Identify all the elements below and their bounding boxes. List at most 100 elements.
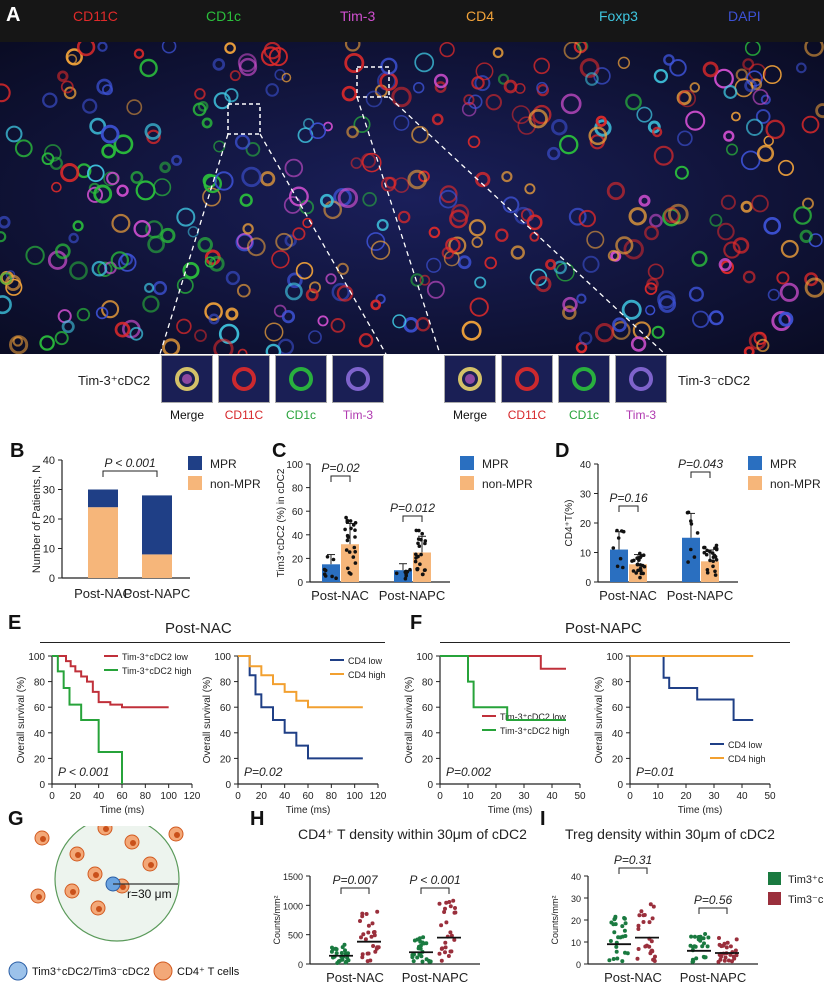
cell-mark [484, 256, 498, 270]
tcell-nucleus [96, 906, 102, 912]
cell-mark [415, 317, 431, 332]
panel-d-chart: 0 10 20 30 40 CD4⁺T(%) Post-NAC P=0.16 Post-NAPC… [564, 456, 821, 603]
km-curve [440, 655, 566, 721]
data-point [420, 531, 424, 536]
legend-swatch-non-mpr [188, 476, 202, 490]
p-value-label: P=0.043 [678, 457, 723, 471]
cell-mark [101, 300, 120, 319]
cell-mark [268, 47, 288, 67]
bar-mpr [394, 570, 412, 582]
data-point [414, 528, 419, 533]
data-point [428, 959, 433, 964]
cell-mark [130, 170, 144, 184]
data-point [703, 955, 708, 960]
data-point [616, 536, 621, 540]
p-value-label: P=0.012 [390, 501, 435, 515]
cell-mark [242, 223, 254, 235]
cell-mark [708, 310, 724, 326]
cell-mark [203, 174, 222, 194]
significance-bracket [698, 907, 728, 914]
cell-mark [501, 171, 513, 183]
panel-c-label: C [272, 440, 287, 462]
cell-mark [302, 217, 313, 229]
data-point [437, 951, 442, 956]
data-point [611, 957, 616, 961]
y-tick-label: 20 [34, 754, 46, 765]
data-point [372, 933, 377, 938]
data-point [353, 528, 357, 532]
data-point [717, 936, 721, 940]
cell-mark [426, 280, 445, 299]
cell-mark [237, 348, 248, 354]
data-point [689, 522, 694, 526]
significance-bracket [402, 515, 423, 522]
multiplex-fluorescence-image [0, 42, 824, 354]
y-axis-label: Counts/mm² [272, 895, 282, 944]
panel-i-label: I [540, 808, 546, 830]
crop-neg-tim3 [615, 355, 667, 403]
legend-label: Tim3⁺cDC2 [788, 874, 824, 886]
crop-pos-cd1c [275, 355, 327, 403]
cell-mark [651, 325, 665, 339]
x-axis-label: Time (ms) [286, 805, 331, 816]
data-point [343, 527, 347, 532]
data-point [420, 572, 425, 577]
data-point [614, 949, 619, 954]
channel-tim3: Tim-3 [340, 8, 376, 24]
data-point [685, 510, 690, 515]
data-point [691, 945, 695, 950]
data-point [352, 545, 357, 550]
y-tick-label: 30 [43, 485, 55, 497]
cell-mark [325, 273, 337, 285]
x-tick-label: 120 [184, 791, 201, 802]
cell-mark [176, 318, 192, 335]
data-point [422, 568, 427, 572]
data-point [619, 529, 624, 533]
panel-i-chart: 0 10 20 30 40 Counts/mm² Post-NAC P=0.31 Post-NA… [550, 853, 824, 985]
y-tick-label: 20 [571, 916, 581, 926]
tcell-nucleus [148, 862, 154, 868]
cell-mark [287, 272, 303, 289]
data-point [444, 920, 449, 925]
cell-mark [691, 250, 708, 267]
cell-mark [225, 307, 239, 321]
bar-mpr [88, 489, 118, 508]
cell-mark [630, 336, 647, 352]
cell-mark [201, 117, 213, 129]
cell-mark [426, 257, 442, 273]
cell-mark [204, 256, 216, 268]
cell-mark [732, 237, 750, 254]
bar-non-mpr [413, 552, 431, 582]
data-point [728, 944, 733, 949]
cell-mark [778, 311, 794, 327]
cell-mark [461, 320, 482, 341]
cell-mark [353, 115, 371, 133]
cell-mark [76, 307, 91, 322]
cell-mark [692, 310, 710, 329]
cell-mark [224, 42, 236, 54]
data-point [636, 568, 640, 573]
data-point [641, 913, 646, 918]
x-tick-label: 50 [574, 791, 586, 802]
x-tick-label: 50 [764, 791, 776, 802]
cell-mark [60, 80, 74, 94]
cell-mark [63, 86, 77, 100]
crop-nucleus [182, 374, 192, 384]
p-value-label: P < 0.001 [409, 873, 460, 887]
cell-mark [89, 117, 107, 135]
cell-mark [536, 81, 548, 94]
km-curve [52, 655, 123, 784]
tcell-nucleus [103, 826, 109, 832]
data-point [716, 959, 721, 964]
data-point [713, 573, 718, 577]
cell-mark [319, 193, 334, 208]
p-value-label: P=0.31 [614, 853, 652, 867]
data-point [620, 959, 625, 964]
cell-mark [93, 184, 113, 204]
legend-swatch-non-mpr [748, 476, 762, 490]
cell-mark [717, 222, 735, 241]
x-tick-label: Post-NAPC [124, 586, 190, 601]
cell-mark [526, 214, 543, 231]
cell-mark [5, 125, 23, 143]
